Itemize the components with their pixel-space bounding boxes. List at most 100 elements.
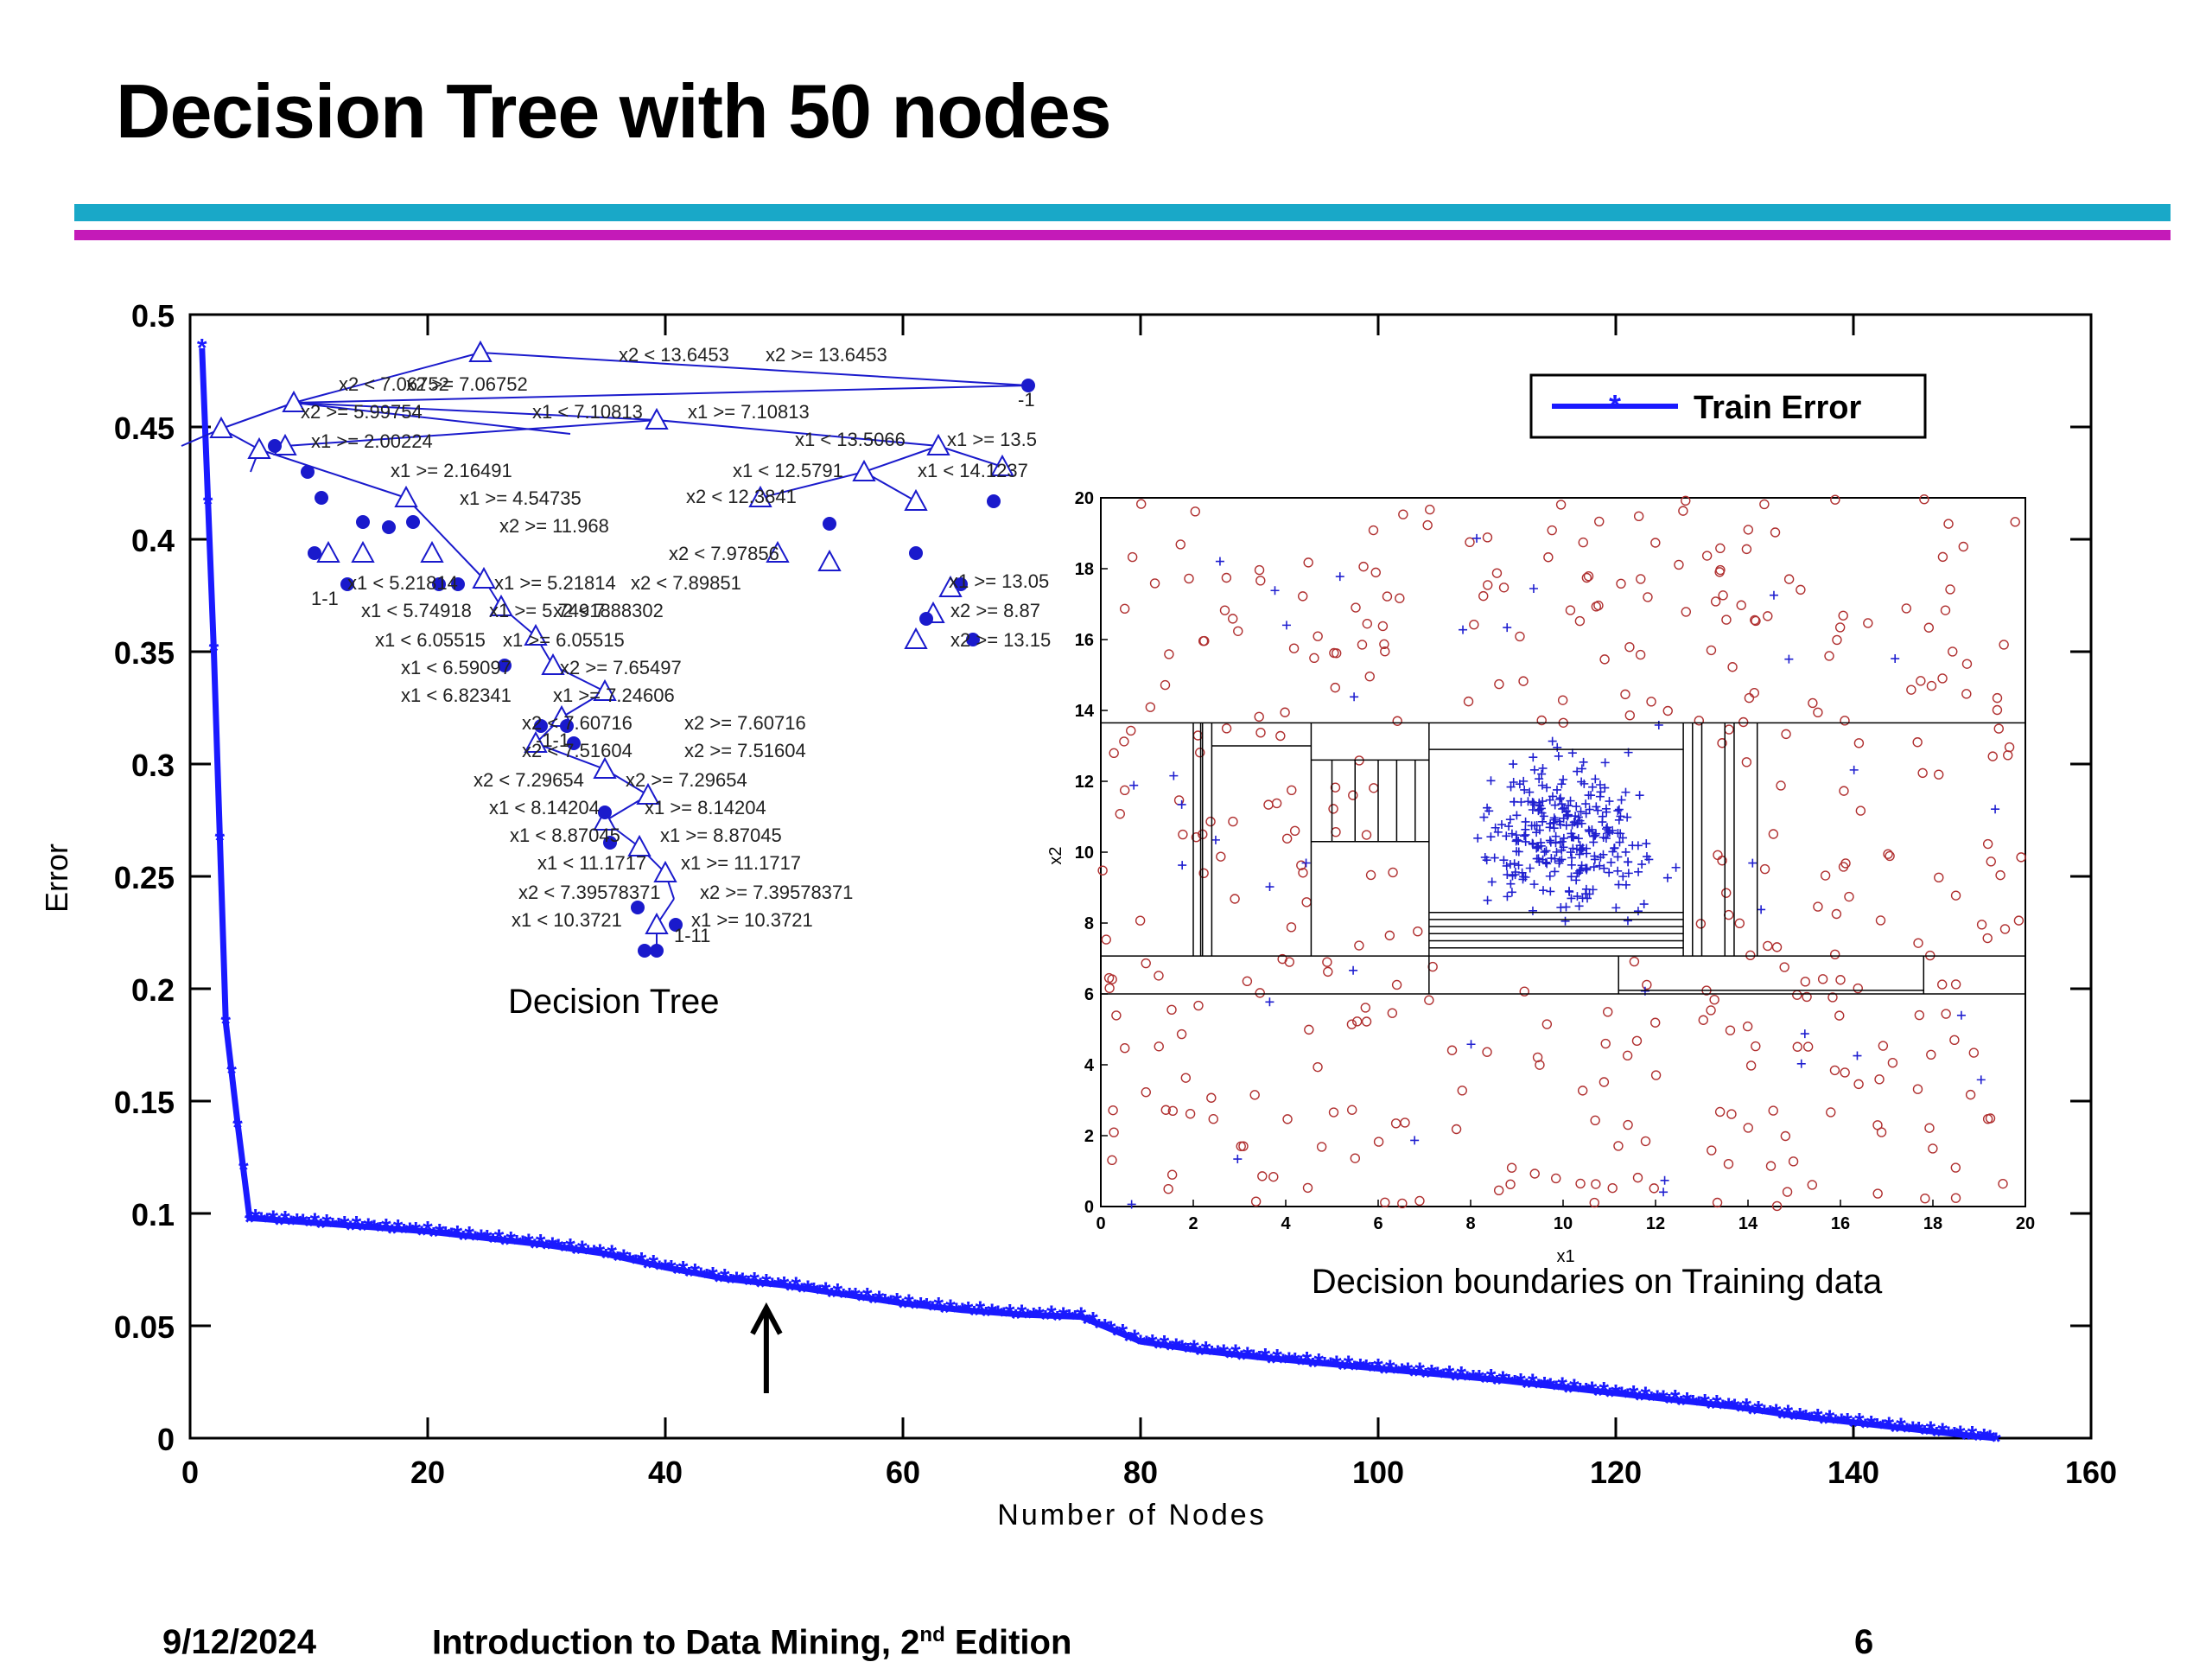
scatter-point-circle (1599, 1077, 1610, 1087)
scatter-point-circle (1358, 561, 1369, 572)
scatter-point-plus (1557, 780, 1567, 789)
scatter-point-circle (1160, 1105, 1171, 1115)
scatter-point-plus (1573, 892, 1582, 901)
tree-split-label: x2 >= 7.65497 (560, 657, 682, 678)
series-marker: * (505, 1226, 516, 1255)
series-marker: * (1147, 1329, 1158, 1358)
scatter-point-plus (1545, 823, 1554, 832)
scatter-point-circle (1135, 915, 1146, 926)
scatter-point-circle (1373, 1137, 1384, 1147)
scatter-point-circle (1813, 707, 1823, 717)
scatter-point-circle (1742, 1021, 1753, 1032)
scatter-point-plus (1603, 823, 1611, 832)
scatter-point-circle (1725, 1025, 1736, 1035)
scatter-point-circle (1840, 716, 1850, 726)
scatter-point-plus (1976, 1075, 1986, 1085)
scatter-point-plus (1567, 894, 1576, 903)
scatter-point-circle (1451, 1124, 1462, 1135)
scatter-point-plus (1613, 866, 1623, 876)
scatter-point-circle (1945, 584, 1955, 595)
tree-split-label: x1 >= 7.10813 (688, 401, 810, 423)
scatter-point-plus (1517, 868, 1527, 877)
series-marker: * (346, 1216, 356, 1245)
series-marker: * (1154, 1334, 1164, 1363)
series-marker: * (648, 1250, 658, 1278)
scatter-point-circle (1832, 634, 1842, 646)
series-marker: * (1534, 1374, 1544, 1403)
scatter-point-circle (1591, 1179, 1601, 1189)
scatter-point-plus (1466, 1040, 1476, 1049)
scatter-point-circle (1357, 640, 1368, 650)
scatter-point-circle (2010, 517, 2020, 527)
series-marker: * (1884, 1412, 1894, 1441)
tree-split-label: x1 < 6.05515 (375, 629, 486, 651)
tree-leaf-node (669, 918, 683, 932)
scatter-point-circle (1875, 915, 1886, 926)
scatter-point-plus (1538, 855, 1548, 864)
scatter-point-plus (1514, 861, 1523, 870)
scatter-point-circle (1424, 995, 1434, 1005)
scatter-point-circle (1230, 894, 1240, 904)
scatter-point-plus (1538, 797, 1548, 806)
tree-split-label: -1 (1018, 389, 1035, 411)
scatter-point-plus (1600, 783, 1610, 793)
scatter-point-circle (1221, 723, 1232, 734)
series-marker: * (1207, 1341, 1217, 1370)
y-tick-label: 0.05 (114, 1309, 175, 1345)
scatter-point-plus (1525, 863, 1535, 873)
series-marker: * (1040, 1306, 1051, 1334)
series-marker: * (1575, 1379, 1586, 1407)
series-marker: * (327, 1213, 338, 1242)
scatter-point-plus (1510, 797, 1519, 806)
scatter-point-plus (1599, 850, 1608, 859)
series-marker: * (238, 1156, 249, 1185)
scatter-y-tick-label: 10 (1075, 844, 1094, 863)
tree-split-label: x1 >= 5.21814 (494, 572, 616, 594)
scatter-point-circle (1950, 1193, 1961, 1203)
scatter-point-circle (1694, 716, 1704, 726)
scatter-point-plus (1521, 837, 1530, 846)
scatter-point-circle (1743, 525, 1754, 535)
scatter-point-plus (1567, 853, 1576, 863)
scatter-x-tick-label: 18 (1923, 1214, 1942, 1233)
scatter-y-tick-label: 12 (1075, 773, 1094, 792)
series-marker: * (441, 1222, 451, 1251)
tree-split-label: x1 >= 13.05 (949, 570, 1049, 592)
series-marker: * (1914, 1417, 1924, 1445)
series-marker: * (1920, 1420, 1930, 1449)
scatter-point-circle (1379, 639, 1389, 650)
scatter-point-plus (1605, 797, 1614, 806)
scatter-point-circle (1629, 956, 1640, 967)
scatter-point-circle (1734, 918, 1745, 929)
scatter-point-plus (1575, 816, 1585, 825)
series-marker: * (1694, 1391, 1704, 1420)
scatter-point-circle (1380, 646, 1390, 657)
series-marker: * (1456, 1362, 1466, 1391)
scatter-point-plus (1536, 841, 1546, 850)
tree-split-node (316, 540, 340, 563)
scatter-point-circle (1995, 869, 2005, 881)
scatter-point-circle (1384, 930, 1395, 941)
scatter-x-tick-label: 20 (2016, 1214, 2035, 1233)
scatter-point-plus (1784, 654, 1794, 664)
scatter-point-plus (1127, 1200, 1136, 1209)
series-marker: * (1319, 1352, 1330, 1380)
scatter-point-circle (1926, 680, 1937, 691)
scatter-point-circle (1840, 1067, 1850, 1078)
scatter-point-circle (1715, 564, 1726, 576)
scatter-point-circle (1800, 977, 1811, 987)
scatter-point-plus (1585, 805, 1594, 814)
tree-edge (863, 445, 939, 473)
series-marker: * (922, 1293, 932, 1321)
scatter-point-circle (1254, 711, 1264, 723)
series-marker: * (892, 1289, 902, 1317)
series-marker: * (399, 1219, 410, 1247)
series-marker: * (1522, 1373, 1532, 1402)
scatter-point-plus (1509, 778, 1518, 787)
scatter-point-plus (1593, 806, 1603, 815)
scatter-point-circle (1802, 1041, 1814, 1052)
scatter-point-circle (1280, 707, 1290, 717)
scatter-point-circle (1912, 1084, 1923, 1094)
series-marker: * (773, 1273, 784, 1302)
scatter-point-circle (1228, 614, 1238, 624)
